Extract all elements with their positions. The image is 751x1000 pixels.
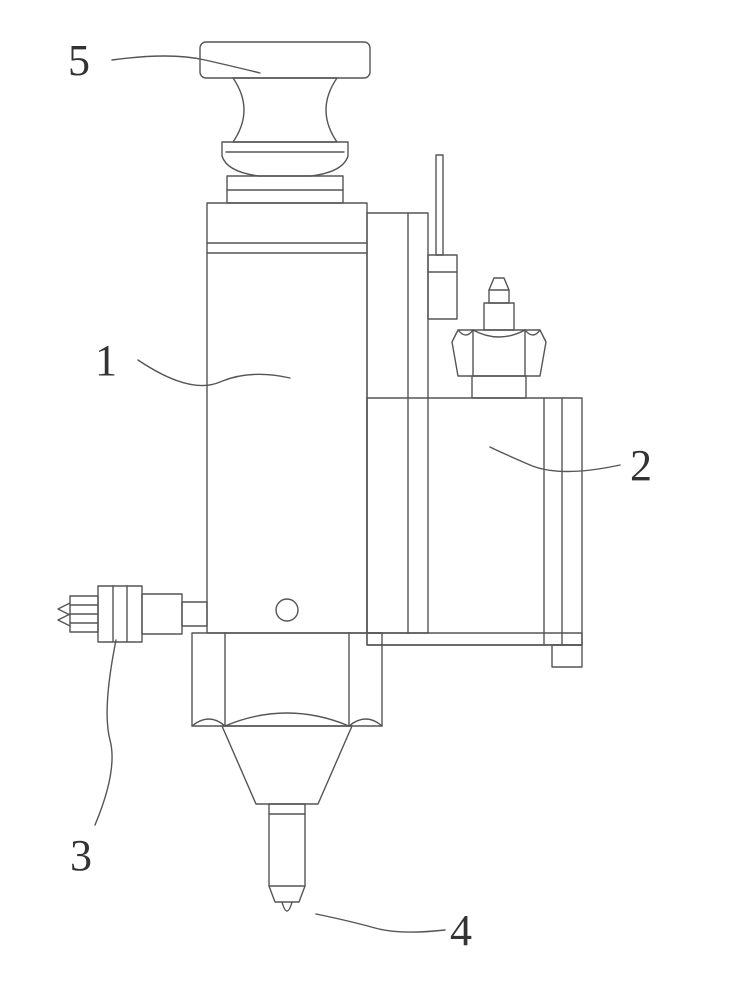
diagram-canvas: 5 1 2 3 4	[0, 0, 751, 1000]
diagram-svg	[0, 0, 751, 1000]
callout-label-2: 2	[630, 440, 652, 491]
nozzle-tip-drop	[282, 902, 292, 911]
callout-label-4: 4	[450, 905, 472, 956]
callout-leaders	[95, 56, 620, 932]
leader-2	[490, 447, 620, 472]
nozzle	[269, 804, 305, 911]
taper	[222, 726, 352, 804]
callout-label-3: 3	[70, 830, 92, 881]
main-body	[207, 203, 367, 633]
knob-flange	[222, 142, 348, 176]
leader-1	[138, 360, 290, 386]
leader-5	[112, 56, 260, 73]
block-top-fitting	[452, 278, 546, 398]
callout-label-1: 1	[95, 335, 117, 386]
knob-stem	[233, 78, 337, 142]
callout-label-5: 5	[68, 35, 90, 86]
leader-4	[316, 914, 445, 932]
knob-cap	[200, 42, 370, 78]
leader-3	[95, 640, 116, 825]
hex-nut-lower	[192, 633, 382, 726]
side-block	[367, 155, 582, 667]
top-rod	[436, 155, 443, 255]
inlet-fitting	[58, 586, 207, 642]
body-hole	[276, 599, 298, 621]
